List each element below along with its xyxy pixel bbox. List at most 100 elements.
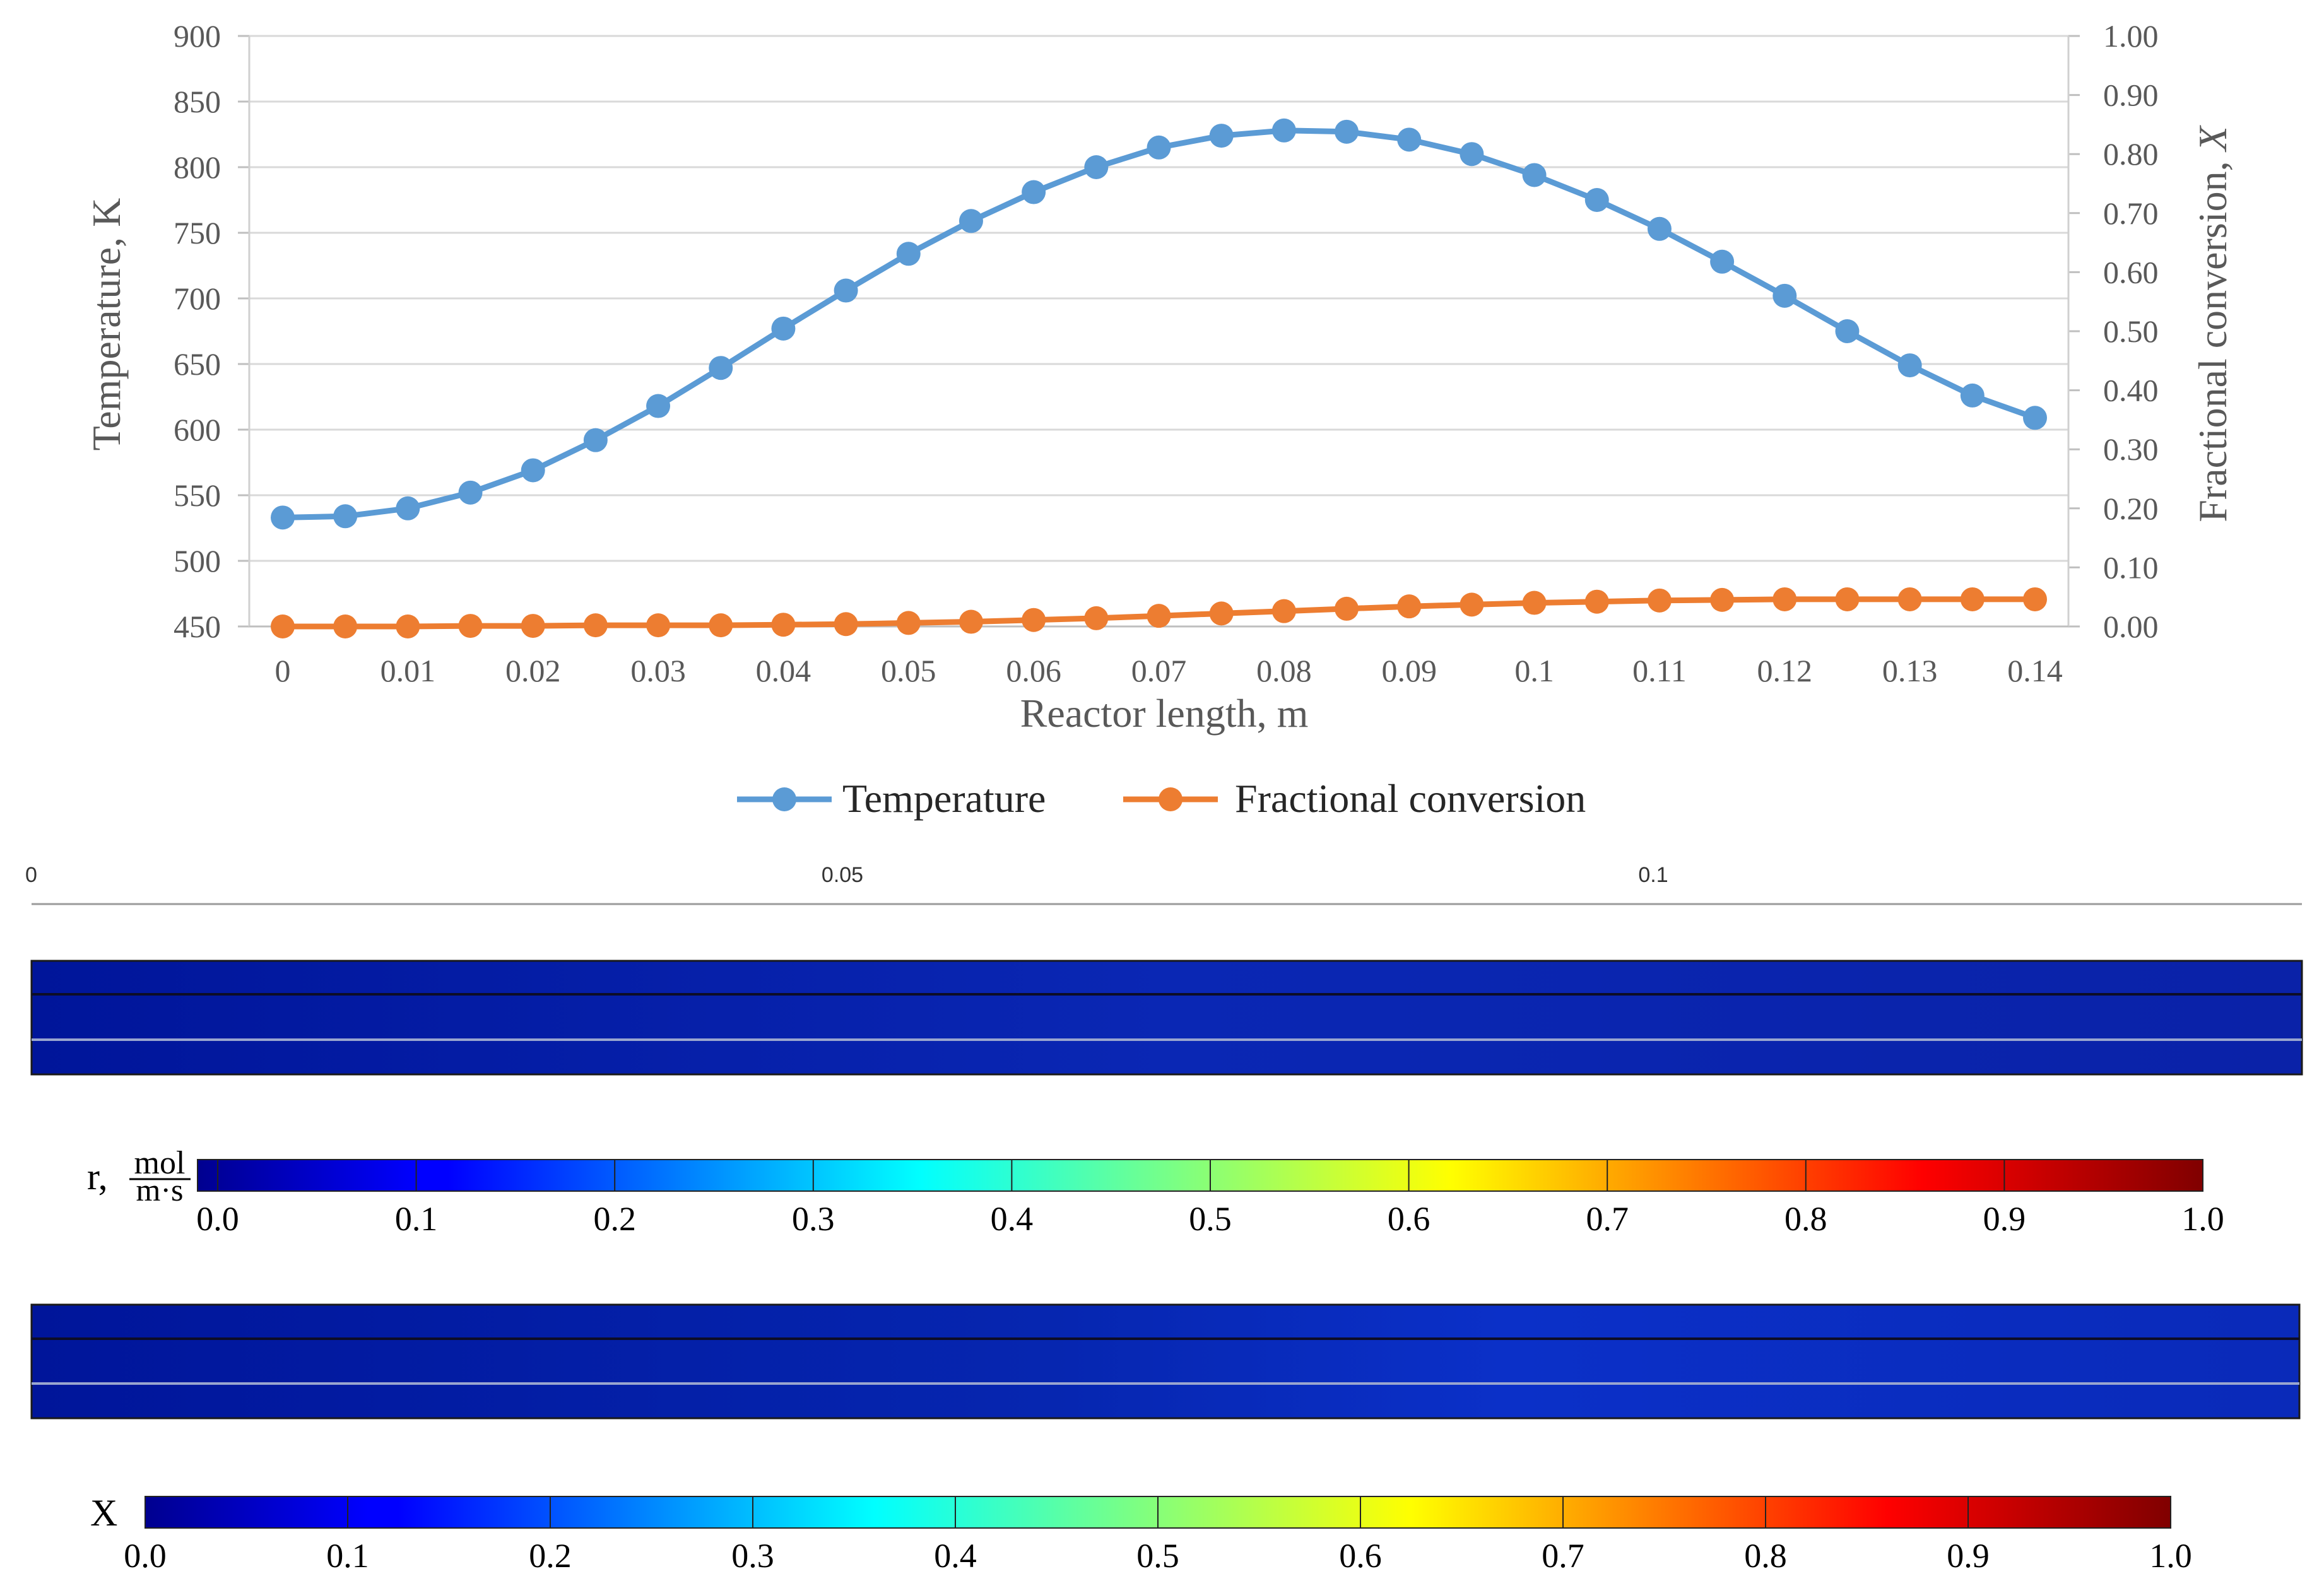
rate-colorbar-tick-labels: 0.0 0.1 0.2 0.3 0.4 0.5 0.6 0.7 0.8 0.9 1.0 xyxy=(196,1200,2224,1238)
fractional-conversion-point xyxy=(1710,587,1735,612)
colorbar-tick-label: 0.4 xyxy=(991,1200,1034,1238)
fractional-conversion-point xyxy=(771,613,796,637)
legend-temperature-marker xyxy=(772,787,796,811)
x-tick-label: 0.05 xyxy=(881,653,936,688)
rate-unit-denominator: m·s xyxy=(136,1172,184,1208)
fractional-conversion-point xyxy=(834,612,858,637)
right-axis-label-symbol: X xyxy=(2190,124,2235,153)
legend-item-temperature: Temperature xyxy=(737,776,1046,821)
temperature-point xyxy=(834,278,858,303)
legend-conversion-marker xyxy=(1159,787,1183,811)
temperature-point xyxy=(2023,406,2047,430)
colorbar-tick-label: 0.1 xyxy=(326,1537,369,1575)
reactor-length-ruler: 0 0.05 0.1 xyxy=(25,863,2302,905)
right-tick-label: 0.40 xyxy=(2103,373,2159,408)
rate-colorbar-gradient xyxy=(197,1159,2203,1192)
rate-colorbar-tick-marks xyxy=(217,1160,2203,1191)
fractional-conversion-point xyxy=(959,609,983,634)
ruler-tick-label: 0.1 xyxy=(1638,863,1668,887)
fractional-conversion-point xyxy=(1271,599,1296,623)
x-axis-tick-labels: 0 0.01 0.02 0.03 0.04 0.05 0.06 0.07 0.08 0.09 0.1… xyxy=(275,653,2063,688)
fractional-conversion-point xyxy=(1397,594,1422,619)
x-axis-label: Reactor length, m xyxy=(1020,691,1309,736)
fractional-conversion-point xyxy=(1209,601,1234,626)
temperature-point xyxy=(333,504,358,529)
x-tick-label: 0.14 xyxy=(2007,653,2063,688)
fractional-conversion-point xyxy=(646,613,671,638)
colorbar-tick-label: 0.1 xyxy=(395,1200,438,1238)
right-tick-label: 0.50 xyxy=(2103,314,2159,349)
temperature-point xyxy=(396,496,420,520)
temperature-point xyxy=(1022,180,1046,204)
fractional-conversion-point xyxy=(271,614,295,638)
temperature-point xyxy=(583,428,608,452)
colorbar-tick-label: 0.5 xyxy=(1136,1537,1179,1575)
colorbar-tick-label: 0.3 xyxy=(792,1200,835,1238)
reaction-rate-field xyxy=(30,960,2303,1076)
temperature-point xyxy=(271,505,295,530)
colorbar-tick-label: 0.6 xyxy=(1388,1200,1430,1238)
x-tick-label: 0.06 xyxy=(1006,653,1061,688)
temperature-point xyxy=(1772,283,1797,308)
fractional-conversion-point xyxy=(1460,592,1484,617)
ruler-tick-label: 0.05 xyxy=(822,863,863,887)
right-tick-label: 1.00 xyxy=(2103,18,2159,54)
temperature-point xyxy=(1960,383,1985,408)
conversion-field xyxy=(30,1303,2301,1419)
right-tick-label: 0.30 xyxy=(2103,432,2159,467)
right-tick-label: 0.00 xyxy=(2103,609,2159,644)
x-tick-label: 0.07 xyxy=(1131,653,1187,688)
right-tick-label: 0.90 xyxy=(2103,78,2159,113)
right-axis-label: Fractional conversion, X xyxy=(2190,124,2235,522)
fractional-conversion-point xyxy=(1147,604,1171,628)
temperature-point xyxy=(1460,142,1484,167)
fractional-conversion-point xyxy=(396,614,420,638)
conversion-colorbar-label: X xyxy=(90,1492,117,1534)
x-tick-label: 0.09 xyxy=(1381,653,1437,688)
fractional-conversion-point xyxy=(1835,587,1860,611)
temperature-point xyxy=(1710,249,1735,274)
legend-temperature-label: Temperature xyxy=(842,776,1046,821)
legend-conversion-label: Fractional conversion xyxy=(1235,776,1586,821)
conversion-colorbar-tick-marks xyxy=(145,1496,2171,1528)
fractional-conversion-point xyxy=(1647,588,1672,613)
left-tick-label: 750 xyxy=(174,215,221,250)
x-tick-label: 0.08 xyxy=(1256,653,1312,688)
x-tick-label: 0.1 xyxy=(1514,653,1554,688)
fractional-conversion-point xyxy=(1772,587,1797,611)
temperature-point xyxy=(1522,163,1547,187)
legend: Temperature Fractional conversion xyxy=(737,776,1586,821)
temperature-point xyxy=(1584,188,1609,212)
colorbar-tick-label: 0.7 xyxy=(1542,1537,1584,1575)
series-layer xyxy=(271,118,2047,638)
left-axis-tick-labels: 450 500 550 600 650 700 750 800 850 900 xyxy=(174,18,249,644)
temperature-point xyxy=(1647,216,1672,241)
temperature-point xyxy=(959,209,983,233)
colorbar-tick-label: 0.8 xyxy=(1784,1200,1827,1238)
x-tick-label: 0 xyxy=(275,653,291,688)
temperature-point xyxy=(1335,119,1359,144)
temperature-point xyxy=(709,356,733,380)
temperature-point xyxy=(1147,135,1171,160)
ruler-tick-label: 0 xyxy=(25,863,37,887)
temperature-line xyxy=(282,127,2036,520)
temperature-point xyxy=(1084,155,1109,179)
x-tick-label: 0.12 xyxy=(1757,653,1813,688)
rate-unit-numerator: mol xyxy=(134,1145,186,1181)
ruler-tick-labels: 0 0.05 0.1 xyxy=(25,863,1668,887)
left-tick-label: 700 xyxy=(174,281,221,316)
temperature-point xyxy=(1271,118,1296,143)
fractional-conversion-point xyxy=(583,613,608,638)
temperature-point xyxy=(1397,127,1422,152)
colorbar-tick-label: 0.2 xyxy=(529,1537,572,1575)
horizontal-gridlines xyxy=(249,35,2068,562)
temperature-point xyxy=(896,242,921,266)
colorbar-tick-label: 0.7 xyxy=(1586,1200,1629,1238)
temperature-point xyxy=(1897,353,1922,378)
right-tick-label: 0.20 xyxy=(2103,491,2159,526)
colorbar-tick-label: 0.0 xyxy=(124,1537,167,1575)
temperature-point xyxy=(646,394,671,418)
right-tick-label: 0.10 xyxy=(2103,550,2159,585)
left-tick-label: 500 xyxy=(174,543,221,579)
